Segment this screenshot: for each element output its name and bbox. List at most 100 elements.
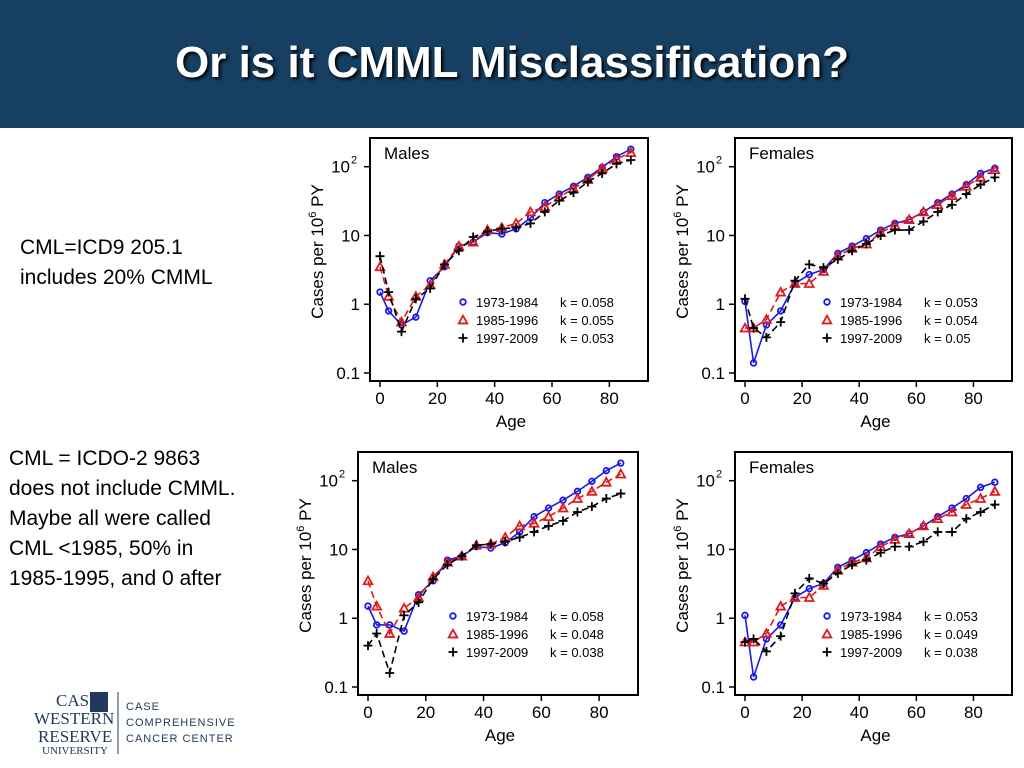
logo-word-university: UNIVERSITY	[42, 745, 108, 757]
x-axis-label: Age	[860, 726, 890, 745]
x-tick-label: 40	[850, 389, 869, 408]
y-axis-label: Cases per 106 PY	[672, 184, 692, 319]
data-point	[362, 574, 374, 586]
data-point	[370, 599, 383, 611]
x-tick-label: 80	[964, 703, 983, 722]
y-tick-label: 1	[351, 295, 360, 314]
data-point	[790, 588, 800, 598]
data-point	[616, 489, 626, 499]
data-point	[804, 259, 814, 269]
logo-center-line: CASE	[126, 701, 160, 713]
data-point	[749, 323, 759, 333]
logo-word-case: CASE	[56, 691, 99, 710]
data-point	[847, 560, 857, 570]
data-point	[542, 510, 555, 521]
y-axis-label-part: Cases per 10	[296, 532, 315, 633]
legend-label: 1973-1984	[476, 295, 538, 310]
data-point	[991, 478, 999, 486]
data-point	[904, 225, 914, 235]
legend-k-value: k = 0.049	[924, 627, 978, 642]
data-point	[583, 177, 593, 187]
data-point	[569, 188, 578, 198]
note-line: 1985-1995, and 0 after	[9, 567, 222, 590]
y-tick-label: 10	[696, 472, 715, 491]
data-point	[468, 232, 478, 242]
data-point	[524, 205, 537, 217]
legend-k-value: k = 0.058	[560, 295, 614, 310]
data-point	[528, 517, 540, 528]
data-point	[946, 505, 958, 517]
data-point	[976, 483, 985, 492]
note-line: includes 20% CMML	[20, 266, 213, 289]
legend-label: 1985-1996	[466, 627, 528, 642]
x-tick-label: 60	[543, 389, 562, 408]
y-tick-label: 10	[331, 158, 350, 177]
data-point	[372, 621, 381, 629]
data-point	[947, 200, 957, 210]
y-axis-label-part: Cases per 10	[673, 218, 692, 319]
data-point	[497, 224, 507, 234]
data-point	[376, 288, 384, 296]
x-tick-label: 20	[793, 389, 812, 408]
x-tick-label: 80	[600, 389, 619, 408]
legend-marker	[822, 647, 832, 657]
note-line: Maybe all were called	[9, 507, 211, 530]
data-point	[976, 180, 986, 190]
y-axis-label-exponent: 6	[672, 526, 684, 532]
data-point	[805, 270, 813, 279]
data-point	[789, 277, 801, 288]
data-point	[961, 514, 971, 524]
data-point	[602, 466, 611, 475]
legend-k-value: k = 0.038	[924, 645, 978, 660]
data-point	[364, 602, 372, 610]
plot-frame	[369, 137, 649, 382]
data-point	[558, 516, 568, 526]
logo-word-western: WESTERN	[34, 709, 114, 728]
data-point	[760, 627, 773, 638]
legend-label: 1997-2009	[466, 645, 528, 660]
legend-k-value: k = 0.048	[550, 627, 604, 642]
data-point	[411, 294, 421, 304]
data-point	[917, 205, 930, 217]
legend-label: 1973-1984	[840, 295, 902, 310]
data-point	[600, 476, 613, 487]
y-axis-label-exponent: 6	[307, 212, 319, 218]
data-point	[741, 611, 749, 620]
data-point	[414, 597, 424, 607]
university-logo: CASE WESTERN RESERVE UNIVERSITY CASE COM…	[34, 691, 236, 757]
x-tick-label: 80	[964, 389, 983, 408]
legend-label: 1985-1996	[840, 313, 902, 328]
data-point	[890, 542, 900, 552]
data-point	[739, 321, 751, 333]
data-point	[601, 494, 611, 504]
data-point	[572, 507, 582, 517]
data-point	[761, 332, 771, 342]
data-point	[776, 307, 785, 315]
y-axis-label-part: PY	[296, 498, 315, 525]
data-point	[412, 313, 420, 321]
y-tick-label: 0.1	[324, 678, 348, 697]
legend-marker	[822, 333, 832, 343]
data-point	[541, 198, 549, 207]
legend-label: 1997-2009	[840, 645, 902, 660]
x-tick-label: 40	[850, 703, 869, 722]
logo-center-line: COMPREHENSIVE	[126, 717, 236, 729]
data-point	[876, 230, 886, 240]
data-point	[740, 294, 750, 304]
legend-k-value: k = 0.055	[560, 313, 614, 328]
data-point	[626, 155, 636, 165]
data-point	[904, 542, 914, 552]
data-point	[457, 551, 467, 561]
title-bar: Or is it CMML Misclassification?	[0, 0, 1024, 128]
data-point	[960, 498, 973, 509]
data-point	[515, 532, 525, 542]
data-point	[587, 502, 597, 512]
data-point	[614, 467, 627, 479]
data-point	[803, 591, 816, 602]
data-point	[918, 537, 928, 547]
legend-k-value: k = 0.053	[924, 295, 978, 310]
